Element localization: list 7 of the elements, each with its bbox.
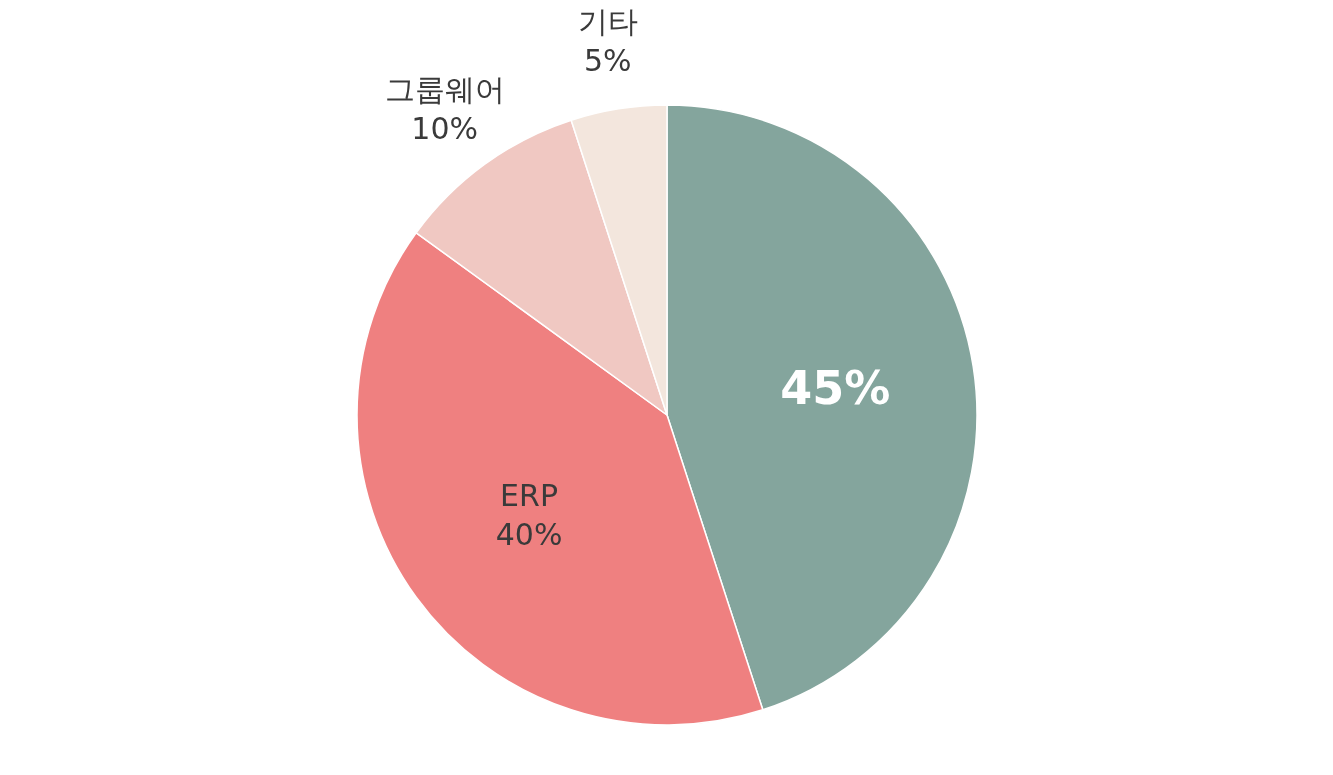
slice-label: ERP [500, 478, 559, 514]
data-label: 40% [495, 517, 563, 553]
data-label: 10% [411, 111, 479, 147]
data-label: 45% [780, 361, 891, 416]
data-label: 5% [584, 43, 632, 79]
slice-label: 그룹웨어 [384, 72, 505, 108]
slice-label: 기타 [577, 4, 638, 40]
